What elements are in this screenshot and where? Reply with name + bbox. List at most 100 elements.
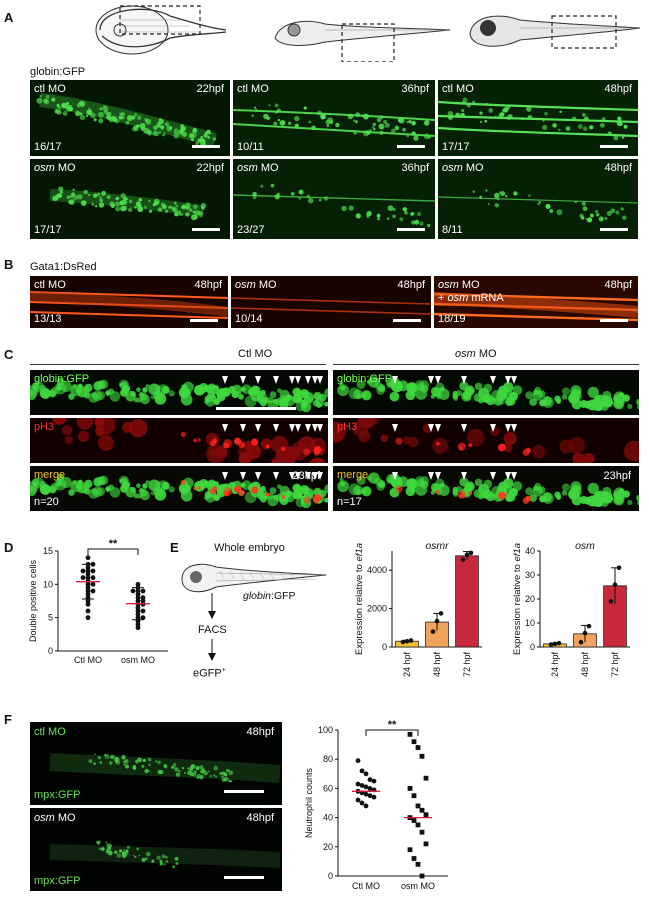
data-point — [608, 599, 614, 604]
arrowhead-marker — [461, 376, 467, 384]
workflow-step: FACS — [198, 624, 227, 636]
chart-title: osm — [575, 540, 595, 552]
arrowhead-marker — [511, 376, 517, 384]
panel-c-left-header: Ctl MO — [238, 348, 273, 360]
condition-label: osm MO — [438, 279, 480, 291]
data-point — [371, 794, 377, 800]
arrowhead-marker — [511, 472, 517, 480]
panel-b-reporter: Gata1:DsRed — [30, 261, 97, 273]
embryo-36hpf-drawing — [274, 20, 451, 46]
y-axis-label: Neutrophil counts — [304, 767, 314, 838]
panel-f-chart: 0 20 40 60 80 100 Neutrophil counts Ctl MO osm M… — [304, 719, 448, 891]
data-point — [140, 588, 146, 594]
channel-label: pH3 — [337, 421, 358, 433]
significance-label: ** — [388, 719, 397, 731]
y-tick-label: 10 — [525, 618, 535, 628]
y-tick-label: 5 — [48, 613, 53, 623]
arrowhead-marker — [312, 376, 318, 384]
data-point — [140, 615, 146, 621]
data-point — [438, 611, 444, 616]
data-point — [355, 797, 361, 803]
arrowhead-marker — [461, 424, 467, 432]
data-point — [140, 601, 146, 607]
embryo-48hpf-sketch — [181, 563, 327, 593]
n-label: n=20 — [34, 496, 59, 508]
data-point — [586, 623, 592, 629]
arrowhead-marker — [317, 472, 323, 480]
arrowhead-marker — [505, 376, 511, 384]
arrowhead-marker — [295, 472, 301, 480]
x-tick-label: 48 hpf — [580, 652, 590, 678]
panel-f-image-ctl: ctl MO 48hpf mpx:GFP — [30, 722, 282, 805]
significance-label: ** — [109, 538, 118, 550]
arrowhead-marker — [428, 472, 434, 480]
scale-bar — [600, 145, 628, 148]
condition-label: ctl MO — [34, 726, 66, 738]
data-point — [85, 608, 91, 614]
panel-b-label: B — [4, 257, 14, 272]
embryo-stage-drawings — [95, 5, 640, 62]
stage-label: 36hpf — [401, 162, 429, 174]
condition-label: osm MO — [34, 812, 76, 824]
data-point — [140, 598, 146, 604]
panel-b-image-osm: osm MO 48hpf 10/14 — [231, 276, 431, 328]
panel-a-image-osm-48hpf: osm MO 48hpf 8/11 — [438, 159, 638, 239]
panel-c-osm-gfp: globin:GFP — [333, 370, 639, 415]
y-tick-label: 0 — [382, 642, 387, 652]
data-point — [419, 807, 425, 813]
condition-label: osm MO — [237, 162, 279, 174]
scale-bar — [397, 145, 425, 148]
arrowhead-marker — [312, 424, 318, 432]
data-point — [419, 829, 425, 835]
y-tick-label: 100 — [318, 725, 333, 735]
scale-bar — [600, 228, 628, 231]
panel-d-chart: 0 5 10 15 Double positive cells Ctl MO osm MO *… — [28, 538, 168, 665]
stage-label: 48hpf — [604, 83, 632, 95]
x-tick-label: osm MO — [401, 881, 435, 891]
count-label: 13/13 — [34, 313, 62, 325]
y-tick-label: 2000 — [367, 604, 387, 614]
y-tick-label: 80 — [323, 754, 333, 764]
workflow-reporter: globin:GFP — [243, 590, 296, 602]
count-label: 10/14 — [235, 313, 263, 325]
data-point — [85, 598, 91, 604]
data-point — [407, 731, 413, 737]
data-point — [140, 608, 146, 614]
panel-a-label: A — [4, 10, 14, 25]
workflow-title: Whole embryo — [214, 542, 285, 554]
channel-label: merge — [34, 469, 66, 481]
scale-bar — [224, 876, 264, 879]
panel-c-right-header: osm MO — [455, 348, 497, 360]
data-point — [367, 793, 373, 799]
data-point — [407, 847, 413, 853]
arrowhead-marker — [312, 472, 318, 480]
data-point — [359, 768, 365, 774]
condition-label: osm MO — [235, 279, 277, 291]
arrowhead-marker — [222, 472, 228, 480]
data-point — [578, 639, 584, 645]
data-point — [85, 601, 91, 607]
data-point — [411, 856, 417, 861]
data-point — [612, 582, 618, 587]
x-tick-label: 48 hpf — [432, 652, 442, 678]
x-tick-label: Ctl MO — [352, 881, 380, 891]
x-tick-label: Ctl MO — [74, 655, 102, 665]
panel-c-ctl-merge: merge 23hpf n=20 — [30, 466, 328, 511]
n-label: n=17 — [337, 496, 362, 508]
workflow-diagram — [181, 563, 327, 661]
condition-label: osm MO — [442, 162, 484, 174]
panel-c-label: C — [4, 347, 14, 362]
arrowhead-marker — [295, 424, 301, 432]
panel-c-right-rule — [333, 364, 639, 365]
channel-label: pH3 — [34, 421, 55, 433]
data-point — [468, 550, 474, 556]
data-point — [415, 861, 421, 867]
condition-label: osm MO — [34, 162, 76, 174]
scale-bar — [224, 790, 264, 793]
panel-a-image-ctl-36hpf: ctl MO 36hpf 10/11 — [233, 80, 435, 156]
data-point — [355, 781, 361, 787]
y-tick-label: 60 — [323, 783, 333, 793]
data-point — [411, 818, 417, 823]
y-tick-label: 0 — [48, 646, 53, 656]
x-tick-label: 24 hpf — [550, 652, 560, 678]
